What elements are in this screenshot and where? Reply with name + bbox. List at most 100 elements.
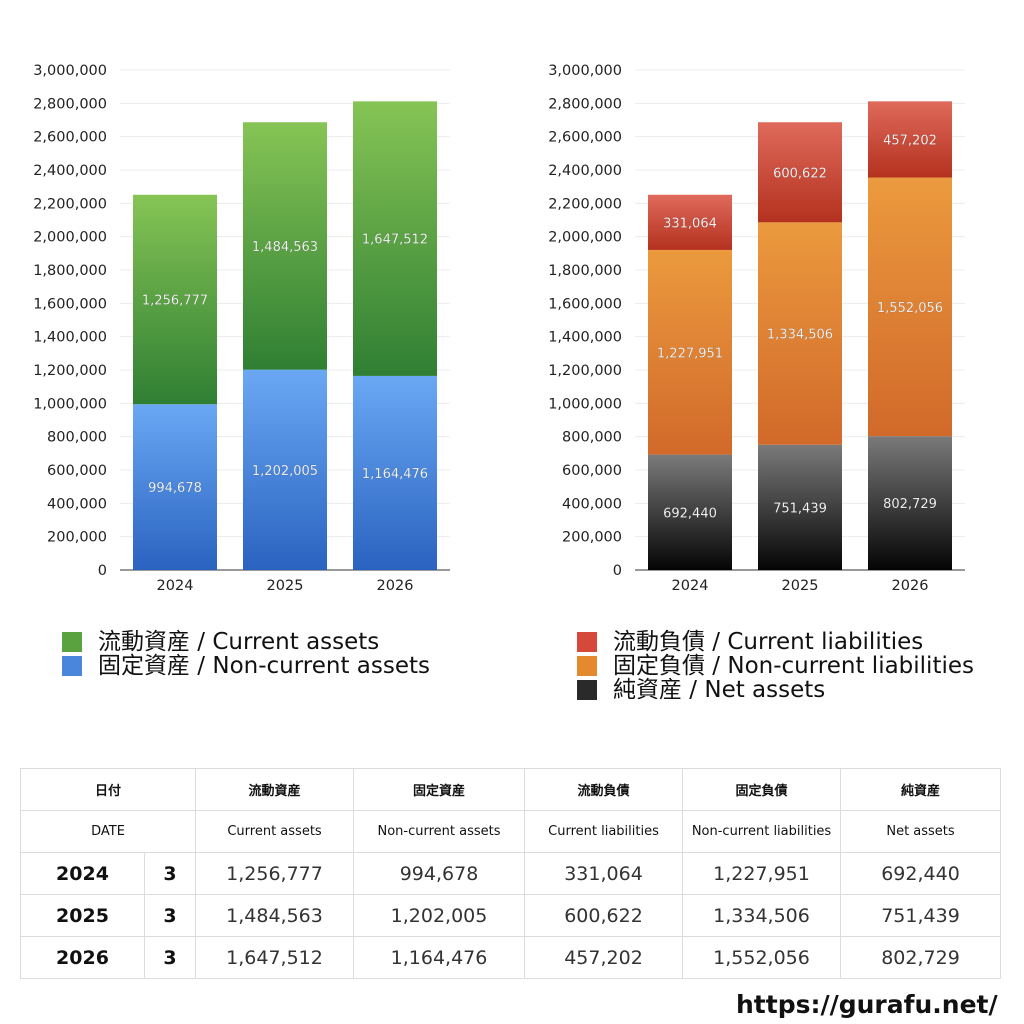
y-tick-label: 200,000: [47, 530, 107, 546]
y-tick-label: 2,000,000: [548, 230, 622, 246]
legend-item-current-liabilities: 流動負債 / Current liabilities: [577, 630, 974, 654]
table-cell-month: 3: [143, 936, 197, 979]
summary-table: 日付 流動資産 固定資産 流動負債 固定負債 純資産 DATE Current …: [19, 768, 1002, 979]
legend-item-current-assets: 流動資産 / Current assets: [62, 630, 430, 654]
y-tick-label: 600,000: [562, 463, 622, 479]
y-tick-label: 2,400,000: [33, 163, 107, 179]
bar-non-current-assets-2025: [243, 369, 327, 570]
table-cell-year: 2025: [20, 894, 145, 937]
legend-label-current-assets: 流動資産 / Current assets: [98, 629, 380, 655]
data-label-current-liabilities-2025: 600,622: [773, 166, 827, 181]
legend-swatch-net-assets: [577, 680, 597, 700]
bar-current-assets-2024: [133, 194, 217, 405]
legend-swatch-current-assets: [62, 632, 82, 652]
bar-non-current-liabilities-2025: [758, 222, 842, 445]
bar-current-liabilities-2026: [868, 101, 952, 178]
table-cell-non-current-liabilities: 1,552,056: [682, 936, 842, 979]
table-cell-current-liabilities: 331,064: [524, 852, 684, 895]
y-tick-label: 800,000: [47, 430, 107, 446]
legend-label-current-liabilities: 流動負債 / Current liabilities: [613, 629, 924, 655]
y-tick-label: 0: [98, 563, 107, 579]
table-cell-month: 3: [143, 894, 197, 937]
y-tick-label: 3,000,000: [33, 63, 107, 79]
y-tick-label: 400,000: [562, 496, 622, 512]
y-tick-label: 1,600,000: [33, 296, 107, 312]
y-tick-label: 2,000,000: [33, 230, 107, 246]
data-label-non-current-liabilities-2025: 1,334,506: [767, 328, 833, 343]
bar-non-current-assets-2026: [353, 375, 437, 570]
legend-label-non-current-assets: 固定資産 / Non-current assets: [98, 653, 431, 679]
data-label-net-assets-2024: 692,440: [663, 506, 717, 521]
bar-current-liabilities-2024: [648, 194, 732, 250]
table-header-date-en: DATE: [19, 810, 197, 853]
bar-non-current-liabilities-2024: [648, 249, 732, 455]
table-cell-net-assets: 692,440: [840, 852, 1002, 895]
bar-current-assets-2025: [243, 122, 327, 370]
table-cell-net-assets: 751,439: [840, 894, 1002, 937]
y-tick-label: 1,400,000: [33, 330, 107, 346]
table-header-net-assets-jp: 純資産: [840, 768, 1002, 811]
data-label-non-current-liabilities-2026: 1,552,056: [877, 301, 943, 316]
data-label-non-current-assets-2024: 994,678: [148, 481, 202, 496]
legend-liabilities: 流動負債 / Current liabilities 固定負債 / Non-cu…: [577, 630, 974, 702]
x-tick-label-2024: 2024: [157, 578, 194, 594]
data-label-current-assets-2025: 1,484,563: [252, 240, 318, 255]
y-tick-label: 1,000,000: [33, 396, 107, 412]
table-row: 2026 3 1,647,512 1,164,476 457,202 1,552…: [20, 936, 1002, 979]
y-tick-label: 1,600,000: [548, 296, 622, 312]
site-url: https://gurafu.net/: [736, 990, 998, 1019]
y-tick-label: 400,000: [47, 496, 107, 512]
data-label-net-assets-2026: 802,729: [883, 497, 937, 512]
data-label-non-current-assets-2026: 1,164,476: [362, 467, 428, 482]
table-row: 2024 3 1,256,777 994,678 331,064 1,227,9…: [20, 852, 1002, 895]
y-tick-label: 800,000: [562, 430, 622, 446]
y-tick-label: 2,400,000: [548, 163, 622, 179]
x-tick-label-2026: 2026: [377, 578, 414, 594]
bar-current-assets-2026: [353, 101, 437, 376]
bar-non-current-liabilities-2026: [868, 177, 952, 437]
y-tick-label: 0: [613, 563, 622, 579]
y-tick-label: 1,800,000: [33, 263, 107, 279]
table-cell-year: 2026: [20, 936, 145, 979]
x-tick-label-2025: 2025: [267, 578, 304, 594]
table-cell-non-current-liabilities: 1,227,951: [682, 852, 842, 895]
data-label-net-assets-2025: 751,439: [773, 501, 827, 516]
bar-net-assets-2026: [868, 436, 952, 570]
table-header-date-jp: 日付: [19, 768, 197, 811]
table-header-current-assets-jp: 流動資産: [195, 768, 355, 811]
legend-swatch-non-current-assets: [62, 656, 82, 676]
table-header-non-current-assets-jp: 固定資産: [353, 768, 526, 811]
table-header-row-jp: 日付 流動資産 固定資産 流動負債 固定負債 純資産: [19, 768, 1002, 811]
x-tick-label-2026: 2026: [892, 578, 929, 594]
table-cell-non-current-assets: 994,678: [353, 852, 526, 895]
table-cell-month: 3: [143, 852, 197, 895]
legend-item-non-current-assets: 固定資産 / Non-current assets: [62, 654, 430, 678]
table-header-current-liabilities-jp: 流動負債: [524, 768, 684, 811]
y-tick-label: 600,000: [47, 463, 107, 479]
y-tick-label: 1,200,000: [33, 363, 107, 379]
table-cell-non-current-assets: 1,164,476: [353, 936, 526, 979]
data-label-current-liabilities-2024: 331,064: [663, 216, 717, 231]
table-cell-current-liabilities: 600,622: [524, 894, 684, 937]
table-header-non-current-assets-en: Non-current assets: [353, 810, 526, 853]
legend-swatch-non-current-liabilities: [577, 656, 597, 676]
bar-net-assets-2025: [758, 444, 842, 570]
legend-swatch-current-liabilities: [577, 632, 597, 652]
y-tick-label: 2,800,000: [548, 96, 622, 112]
legend-item-non-current-liabilities: 固定負債 / Non-current liabilities: [577, 654, 974, 678]
bar-net-assets-2024: [648, 454, 732, 570]
y-tick-label: 1,000,000: [548, 396, 622, 412]
table-header-row-en: DATE Current assets Non-current assets C…: [19, 810, 1002, 853]
table-cell-current-assets: 1,256,777: [195, 852, 355, 895]
legend-label-net-assets: 純資産 / Net assets: [613, 677, 826, 703]
table-header-non-current-liabilities-en: Non-current liabilities: [682, 810, 842, 853]
table-header-non-current-liabilities-jp: 固定負債: [682, 768, 842, 811]
balance-sheet-charts: 0 200,000 400,000 600,000 800,000 1,000,000 1,…: [33, 63, 965, 594]
y-tick-label: 2,600,000: [33, 130, 107, 146]
x-tick-label-2025: 2025: [782, 578, 819, 594]
bar-current-liabilities-2025: [758, 122, 842, 223]
y-tick-label: 1,800,000: [548, 263, 622, 279]
y-tick-label: 2,200,000: [33, 196, 107, 212]
table-header-current-assets-en: Current assets: [195, 810, 355, 853]
chart-2: 0 200,000 400,000 600,000 800,000 1,000,000 1,…: [548, 63, 965, 594]
